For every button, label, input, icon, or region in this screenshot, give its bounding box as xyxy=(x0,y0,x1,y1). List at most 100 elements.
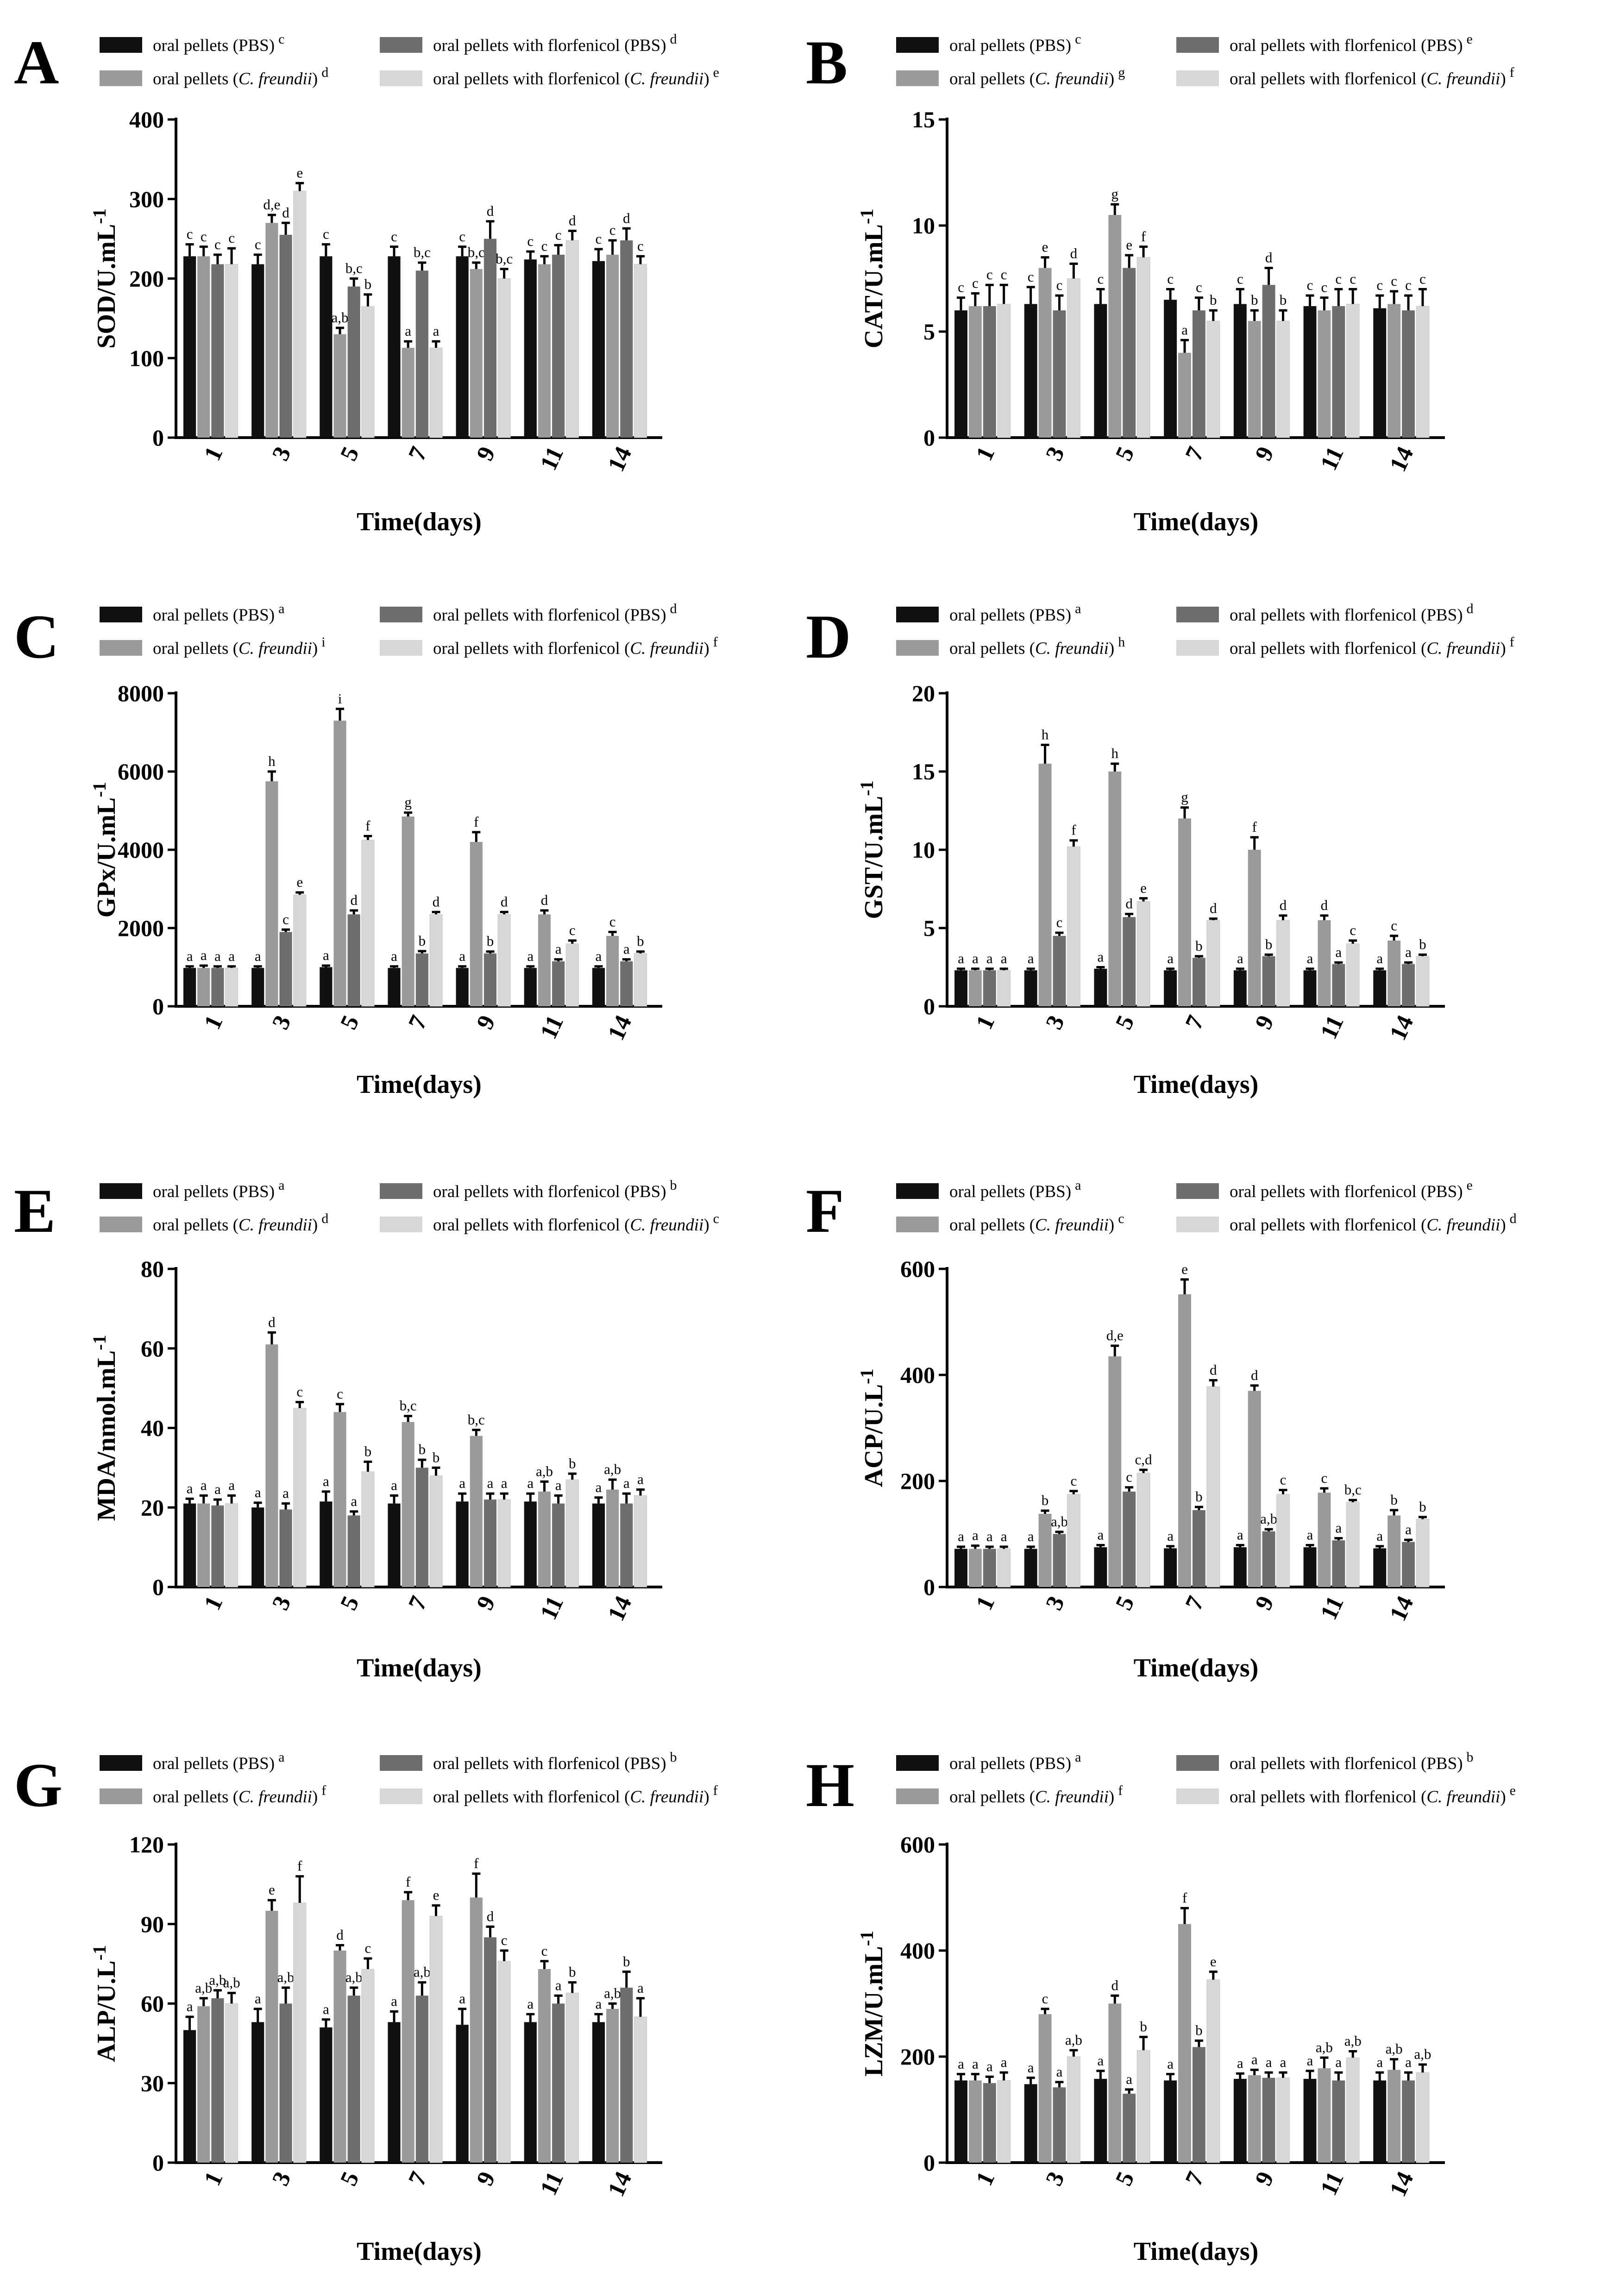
bar xyxy=(1206,320,1220,438)
bar-group-day-5: c g ef 5 xyxy=(1094,186,1150,465)
legend-item: oral pellets (PBS) a xyxy=(100,1750,284,1773)
y-tick-label: 0 xyxy=(923,993,935,1019)
bar xyxy=(402,1422,414,1587)
bar xyxy=(1192,310,1205,438)
bar xyxy=(552,254,565,438)
bar xyxy=(347,1995,360,2163)
x-axis-label: Time(days) xyxy=(1134,1070,1259,1099)
bar xyxy=(497,914,511,1007)
bar xyxy=(1094,304,1107,438)
legend-label: oral pellets with florfenicol (C. freund… xyxy=(1230,1211,1517,1235)
bar-group-day-14: aa,ba a14 xyxy=(592,1461,647,1625)
bar-group-day-7: a f a,b e 7 xyxy=(388,1874,443,2190)
legend-swatch xyxy=(380,37,422,53)
bar xyxy=(211,1998,224,2163)
significance-label: a xyxy=(527,1995,534,2012)
significance-label: c xyxy=(1167,270,1174,287)
bar xyxy=(954,310,967,438)
legend-swatch xyxy=(1176,37,1219,53)
significance-label: b,c xyxy=(468,1411,485,1428)
significance-label: a xyxy=(255,1990,261,2007)
x-axis-label: Time(days) xyxy=(357,508,482,536)
bar xyxy=(470,269,483,438)
significance-label: c xyxy=(972,275,979,291)
significance-label: c xyxy=(283,911,289,927)
bar xyxy=(1373,1548,1387,1587)
significance-label: a xyxy=(958,950,964,966)
significance-label: a xyxy=(1181,321,1188,338)
bar xyxy=(538,264,551,438)
y-tick-label: 60 xyxy=(141,1336,164,1361)
legend-swatch xyxy=(380,1788,422,1804)
y-tick-label: 20 xyxy=(912,680,935,706)
significance-label: a xyxy=(1307,950,1313,966)
legend-item: oral pellets with florfenicol (C. freund… xyxy=(380,65,719,88)
bar xyxy=(265,1911,278,2163)
bar xyxy=(620,240,633,438)
bar xyxy=(968,2080,982,2163)
legend-swatch xyxy=(896,1755,939,1771)
bar xyxy=(1164,2080,1177,2163)
significance-label: b,c xyxy=(496,251,513,267)
bar xyxy=(293,894,307,1007)
y-axis-label: LZM/U.mL-1 xyxy=(856,1931,888,2076)
y-tick-label: 0 xyxy=(152,993,164,1019)
x-tick-label: 7 xyxy=(1180,2168,1210,2190)
bar xyxy=(361,1471,375,1587)
bar xyxy=(293,191,307,438)
y-tick-label: 80 xyxy=(141,1256,164,1282)
legend-item: oral pellets with florfenicol (PBS) d xyxy=(380,31,677,55)
significance-label: a xyxy=(201,947,207,963)
significance-label: b xyxy=(1419,1499,1426,1515)
bar xyxy=(1262,285,1275,438)
significance-label: d,e xyxy=(263,196,280,213)
significance-label: a xyxy=(527,1475,534,1491)
y-axis-label: SOD/U.mL-1 xyxy=(89,208,121,348)
legend-item: oral pellets (PBS) a xyxy=(896,601,1081,625)
bar xyxy=(483,1499,497,1587)
significance-label: c xyxy=(637,238,644,254)
significance-label: d xyxy=(433,893,440,910)
bar xyxy=(265,1344,278,1587)
legend-swatch xyxy=(1176,1183,1219,1199)
significance-label: a,b xyxy=(1051,1513,1068,1530)
bar-group-day-1: a a a a1 xyxy=(954,950,1011,1034)
legend-item: oral pellets (PBS) c xyxy=(896,31,1081,55)
bar xyxy=(1248,2075,1261,2163)
bar xyxy=(552,961,565,1006)
panel-label: B xyxy=(806,28,848,97)
x-tick-label: 7 xyxy=(1180,1011,1210,1034)
bar xyxy=(524,968,537,1006)
x-tick-label: 14 xyxy=(603,443,637,476)
x-tick-label: 11 xyxy=(535,1011,569,1043)
bar xyxy=(1332,1540,1345,1587)
bar xyxy=(347,914,360,1006)
significance-label: g xyxy=(404,794,412,810)
significance-label: c xyxy=(609,913,616,929)
bar xyxy=(1373,2080,1387,2163)
significance-label: c xyxy=(1126,1469,1132,1485)
significance-label: a xyxy=(637,1471,644,1487)
significance-label: h xyxy=(1042,727,1049,743)
x-tick-label: 5 xyxy=(1111,443,1140,465)
significance-label: c xyxy=(1070,1473,1077,1489)
significance-label: a xyxy=(255,1484,261,1500)
legend-label: oral pellets (C. freundii) d xyxy=(153,65,328,88)
significance-label: a xyxy=(201,1477,207,1493)
bar xyxy=(1416,2072,1430,2163)
significance-label: a,b xyxy=(1260,1511,1277,1527)
x-tick-label: 9 xyxy=(471,2168,501,2190)
bar xyxy=(402,816,414,1006)
bar xyxy=(1248,1391,1261,1587)
significance-label: c xyxy=(501,1932,508,1948)
x-tick-label: 11 xyxy=(1315,2168,1349,2200)
bar xyxy=(565,943,579,1007)
significance-label: c xyxy=(1001,266,1007,282)
bar xyxy=(470,842,483,1006)
significance-label: f xyxy=(474,814,479,830)
x-axis-label: Time(days) xyxy=(1134,508,1259,536)
legend-item: oral pellets with florfenicol (C. freund… xyxy=(1176,65,1514,88)
significance-label: a,b xyxy=(195,1980,212,1996)
significance-label: c xyxy=(1280,1471,1287,1487)
